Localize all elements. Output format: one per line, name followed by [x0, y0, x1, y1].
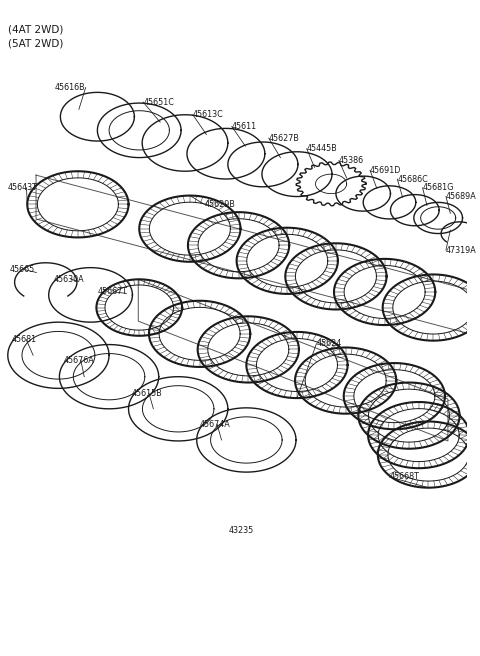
Text: 45613C: 45613C — [193, 110, 224, 119]
Text: 45629B: 45629B — [204, 200, 235, 209]
Text: (5AT 2WD): (5AT 2WD) — [8, 39, 63, 49]
Text: 45630A: 45630A — [54, 275, 84, 284]
Text: 45674A: 45674A — [200, 420, 230, 429]
Text: 45624: 45624 — [316, 339, 342, 348]
Text: 45665: 45665 — [10, 265, 35, 274]
Text: 45643T: 45643T — [8, 183, 37, 192]
Text: 45691D: 45691D — [370, 166, 401, 174]
Text: 45386: 45386 — [339, 156, 364, 165]
Text: 47319A: 47319A — [446, 245, 477, 255]
Text: 43235: 43235 — [229, 526, 254, 535]
Text: 45667T: 45667T — [97, 287, 127, 297]
Text: 45445B: 45445B — [307, 144, 337, 154]
Text: (4AT 2WD): (4AT 2WD) — [8, 24, 63, 34]
Text: 45686C: 45686C — [397, 174, 428, 184]
Text: 45681G: 45681G — [422, 183, 454, 192]
Text: 45651C: 45651C — [143, 98, 174, 106]
Text: 45616B: 45616B — [55, 83, 86, 92]
Text: 45627B: 45627B — [269, 134, 300, 142]
Text: 45611: 45611 — [232, 122, 257, 131]
Text: 45681: 45681 — [12, 335, 37, 344]
Text: 45676A: 45676A — [63, 356, 94, 365]
Text: 45689A: 45689A — [446, 192, 477, 201]
Text: 45668T: 45668T — [389, 472, 420, 482]
Text: 45615B: 45615B — [132, 389, 162, 398]
